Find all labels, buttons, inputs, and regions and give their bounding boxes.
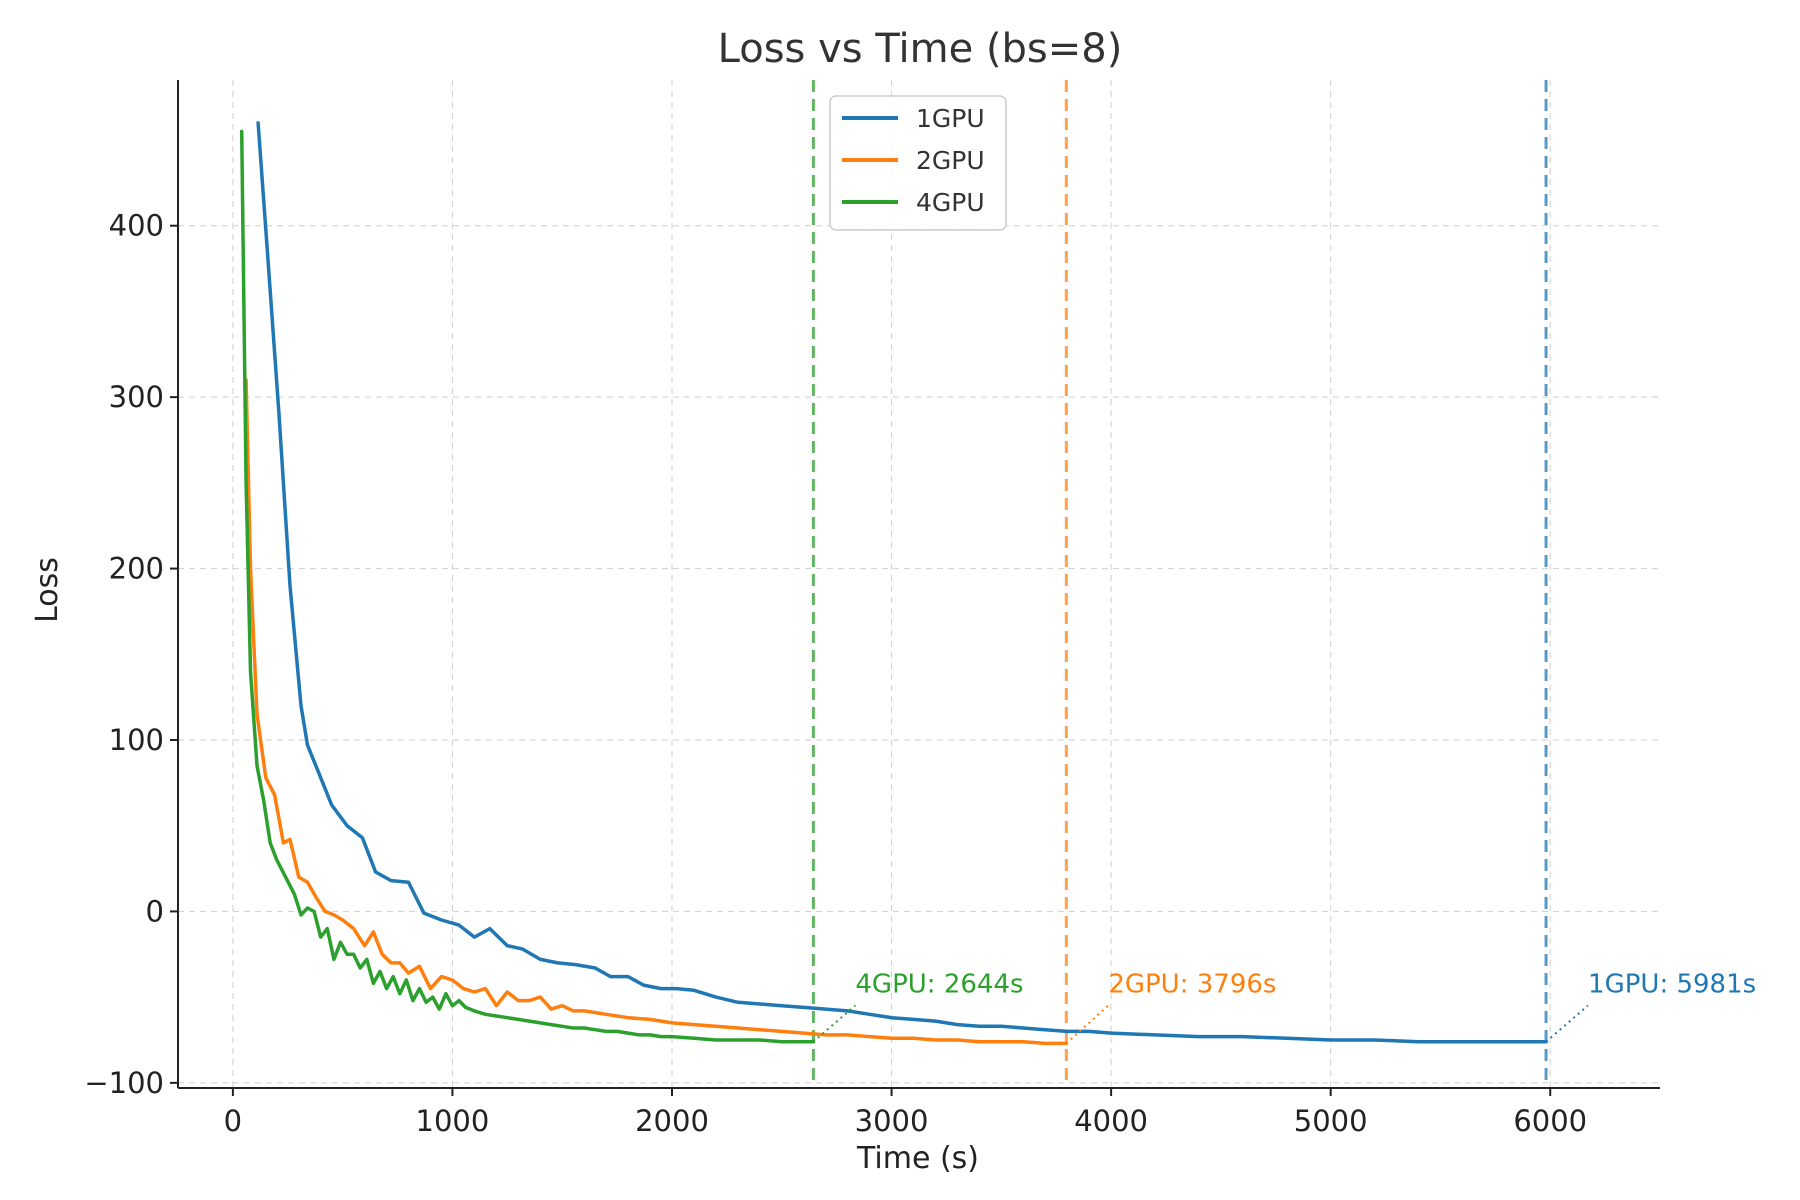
x-tick-label: 3000 bbox=[855, 1104, 929, 1138]
finish-time-annotations: 4GPU: 2644s 2GPU: 3796s 1GPU: 5981s bbox=[812, 969, 1756, 1045]
y-tick-label: 300 bbox=[109, 380, 164, 414]
series-line-4gpu bbox=[239, 129, 816, 1044]
y-tick-label: 0 bbox=[146, 894, 164, 928]
series-line-1gpu bbox=[256, 121, 1548, 1044]
y-tick-label: 200 bbox=[109, 552, 164, 586]
legend-label-4gpu: 4GPU bbox=[916, 188, 985, 217]
x-tick-label: 1000 bbox=[416, 1104, 490, 1138]
x-axis-title: Time (s) bbox=[856, 1141, 979, 1176]
y-tick-label: 100 bbox=[109, 723, 164, 757]
x-tick-label: 6000 bbox=[1513, 1104, 1587, 1138]
annotation-label-1gpu: 1GPU: 5981s bbox=[1588, 969, 1756, 999]
x-tick-label: 5000 bbox=[1294, 1104, 1368, 1138]
series-line-2gpu bbox=[244, 378, 1069, 1046]
finish-time-lines bbox=[811, 80, 1548, 1088]
y-tick-label: 400 bbox=[109, 209, 164, 243]
y-tick-label: −100 bbox=[84, 1066, 164, 1100]
y-axis-title: Loss bbox=[30, 557, 65, 623]
axes bbox=[177, 80, 1660, 1089]
legend-label-2gpu: 2GPU bbox=[916, 146, 985, 175]
series-lines bbox=[239, 121, 1548, 1046]
tick-labels: 0 1000 2000 3000 4000 5000 6000 −100 0 100 200 300 4… bbox=[84, 209, 1587, 1138]
grid-lines bbox=[178, 80, 1660, 1088]
x-tick-label: 0 bbox=[224, 1104, 242, 1138]
x-tick-label: 4000 bbox=[1074, 1104, 1148, 1138]
x-tick-label: 2000 bbox=[635, 1104, 709, 1138]
annotation-label-2gpu: 2GPU: 3796s bbox=[1108, 969, 1276, 999]
legend-box bbox=[829, 95, 1007, 231]
annotation-label-4gpu: 4GPU: 2644s bbox=[855, 969, 1023, 999]
legend-label-1gpu: 1GPU bbox=[916, 104, 985, 133]
legend: 1GPU 2GPU 4GPU bbox=[829, 95, 1007, 231]
chart-title: Loss vs Time (bs=8) bbox=[718, 26, 1123, 72]
